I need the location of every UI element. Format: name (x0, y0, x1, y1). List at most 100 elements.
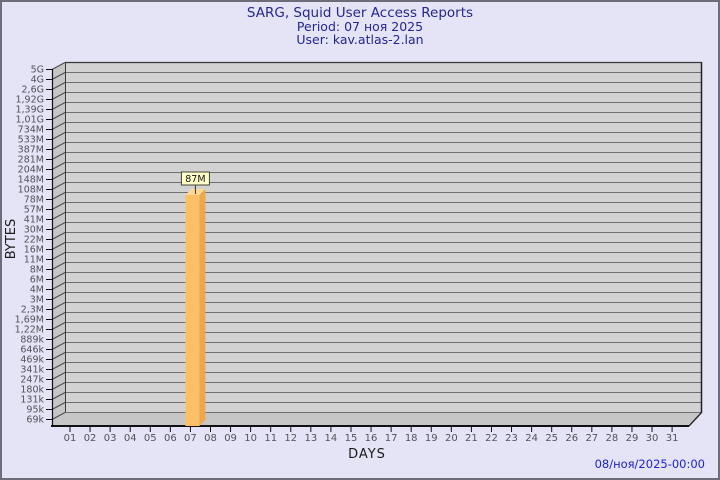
wall-line (51, 242, 66, 250)
x-tick-label: 17 (385, 433, 398, 444)
wall-line (51, 412, 66, 420)
wall-line (51, 212, 66, 220)
wall-line (51, 72, 66, 80)
wall-line (51, 332, 66, 340)
wall-line (51, 322, 66, 330)
x-tick-label: 13 (304, 433, 317, 444)
x-tick-label: 07 (184, 433, 197, 444)
y-tick-label: 5G (31, 65, 44, 76)
report-user: User: kav.atlas-2.lan (296, 32, 424, 47)
y-tick-label: 1,69M (15, 315, 44, 326)
x-tick-label: 12 (284, 433, 297, 444)
chart-left-wall (52, 62, 65, 426)
y-tick-label: 3M (30, 295, 44, 306)
x-tick-label: 18 (405, 433, 418, 444)
y-tick-label: 78M (24, 195, 44, 206)
x-tick-label: 30 (646, 433, 659, 444)
wall-line (51, 392, 66, 400)
y-tick-label: 95k (26, 405, 44, 416)
generated-timestamp: 08/ноя/2025-00:00 (594, 457, 705, 471)
wall-line (51, 292, 66, 300)
wall-line (51, 152, 66, 160)
x-tick-label: 31 (666, 433, 679, 444)
wall-line (51, 402, 66, 410)
wall-line (51, 362, 66, 370)
x-tick-label: 25 (545, 433, 558, 444)
x-tick-label: 28 (606, 433, 619, 444)
y-tick-label: 4G (31, 75, 44, 86)
wall-line (51, 142, 66, 150)
wall-line (51, 252, 66, 260)
x-tick-label: 08 (204, 433, 217, 444)
x-tick-label: 09 (224, 433, 237, 444)
wall-line (51, 92, 66, 100)
y-tick-label: 180k (20, 385, 44, 396)
x-tick-label: 29 (626, 433, 639, 444)
y-tick-label: 11M (24, 255, 44, 266)
y-tick-label: 281M (18, 155, 44, 166)
x-tick-label: 27 (585, 433, 598, 444)
wall-line (51, 182, 66, 190)
x-tick-label: 05 (144, 433, 157, 444)
x-tick-label: 14 (325, 433, 338, 444)
x-tick-label: 24 (525, 433, 538, 444)
y-tick-label: 16M (24, 245, 44, 256)
plot-area (65, 62, 702, 412)
x-tick-label: 03 (104, 433, 117, 444)
y-tick-label: 148M (18, 175, 44, 186)
x-tick-label: 15 (345, 433, 358, 444)
report-period: Period: 07 ноя 2025 (296, 19, 424, 34)
y-tick-label: 533M (18, 135, 44, 146)
x-tick-label: 21 (465, 433, 478, 444)
y-tick-label: 131k (20, 395, 44, 406)
y-tick-label: 247k (20, 375, 44, 386)
x-tick-label: 20 (445, 433, 458, 444)
y-tick-label: 1,01G (15, 115, 44, 126)
floor-right-edge (688, 411, 703, 427)
wall-line (51, 382, 66, 390)
y-tick-label: 30M (24, 225, 44, 236)
y-tick-label: 734M (18, 125, 44, 136)
y-tick-label: 8M (30, 265, 44, 276)
y-tick-label: 1,92G (15, 95, 44, 106)
x-tick-label: 04 (124, 433, 137, 444)
wall-line (51, 342, 66, 350)
page-title: SARG, Squid User Access Reports (246, 5, 474, 21)
title-block: SARG, Squid User Access Reports Period: … (2, 5, 718, 47)
y-tick-label: 108M (18, 185, 44, 196)
y-tick-label: 387M (18, 145, 44, 156)
wall-line (51, 192, 66, 200)
wall-line (51, 172, 66, 180)
y-tick-label: 204M (18, 165, 44, 176)
bar-side-face (199, 189, 206, 426)
wall-line (51, 122, 66, 130)
x-tick-label: 22 (485, 433, 498, 444)
bar-front-face (185, 195, 200, 426)
wall-line (51, 82, 66, 90)
y-tick-label: 1,22M (15, 325, 44, 336)
x-tick-label: 06 (164, 433, 177, 444)
y-tick-label: 469k (20, 355, 44, 366)
wall-line (51, 202, 66, 210)
wall-line (51, 112, 66, 120)
y-tick-label: 69k (26, 415, 44, 426)
x-tick-label: 02 (84, 433, 97, 444)
y-tick-label: 57M (24, 205, 44, 216)
wall-line (51, 222, 66, 230)
chart-floor (52, 412, 702, 426)
wall-line (51, 102, 66, 110)
y-tick-label: 4M (30, 285, 44, 296)
y-tick-label: 341k (20, 365, 44, 376)
y-tick-label: 22M (24, 235, 44, 246)
x-tick-label: 19 (425, 433, 438, 444)
y-tick-label: 889k (20, 335, 44, 346)
y-tick-label: 41M (24, 215, 44, 226)
x-axis-title: DAYS (348, 447, 386, 462)
y-tick-label: 646k (20, 345, 44, 356)
data-bar-day-07: 87M (180, 171, 210, 426)
y-tick-label: 6M (30, 275, 44, 286)
x-tick-label: 01 (64, 433, 77, 444)
wall-line (51, 282, 66, 290)
